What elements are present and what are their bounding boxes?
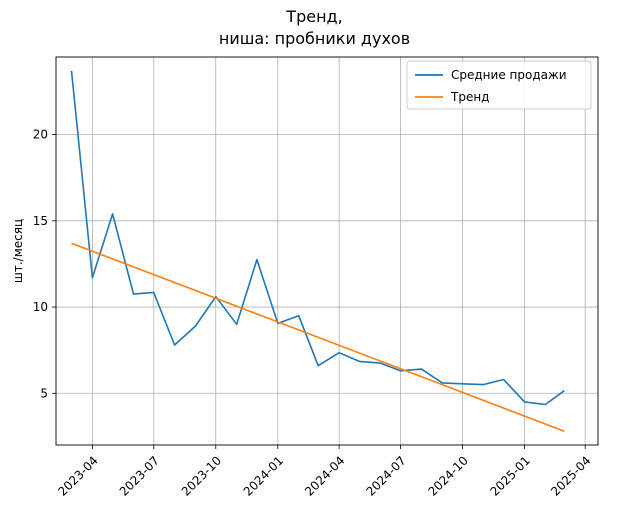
series-line-sales	[70, 70, 565, 406]
legend-label: Тренд	[450, 90, 489, 104]
legend-box	[406, 60, 592, 110]
y-tick-label: 15	[33, 214, 48, 228]
x-tick-label: 2023-07	[117, 453, 162, 498]
x-tick-label: 2023-10	[179, 453, 224, 498]
legend-label: Средние продажи	[451, 68, 567, 82]
x-tick-label: 2024-01	[241, 453, 286, 498]
series-line-trend	[71, 242, 565, 432]
x-tick-label: 2025-04	[548, 453, 593, 498]
x-tick-label: 2024-07	[363, 453, 408, 498]
y-tick-label: 10	[33, 300, 48, 314]
y-tick-label: 5	[40, 386, 48, 400]
chart-title-line-1: Тренд,	[286, 7, 343, 26]
chart-title-line-2: ниша: пробники духов	[218, 29, 411, 48]
x-tick-label: 2023-04	[55, 453, 100, 498]
y-axis-label: шт./месяц	[11, 219, 25, 283]
x-tick-label: 2024-04	[302, 453, 347, 498]
y-tick-label: 20	[33, 128, 48, 142]
x-tick-label: 2025-01	[488, 453, 533, 498]
plot-frame	[55, 56, 599, 446]
x-tick-label: 2024-10	[425, 453, 470, 498]
